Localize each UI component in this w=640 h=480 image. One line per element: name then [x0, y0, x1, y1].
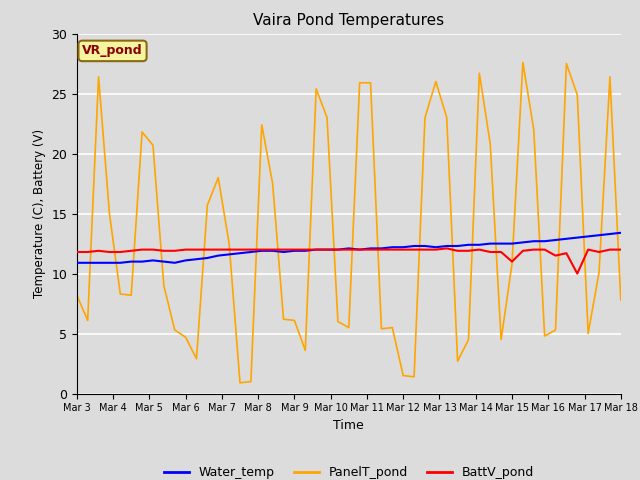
Y-axis label: Temperature (C), Battery (V): Temperature (C), Battery (V): [33, 129, 45, 298]
Title: Vaira Pond Temperatures: Vaira Pond Temperatures: [253, 13, 444, 28]
Text: VR_pond: VR_pond: [82, 44, 143, 58]
X-axis label: Time: Time: [333, 419, 364, 432]
Legend: Water_temp, PanelT_pond, BattV_pond: Water_temp, PanelT_pond, BattV_pond: [159, 461, 539, 480]
